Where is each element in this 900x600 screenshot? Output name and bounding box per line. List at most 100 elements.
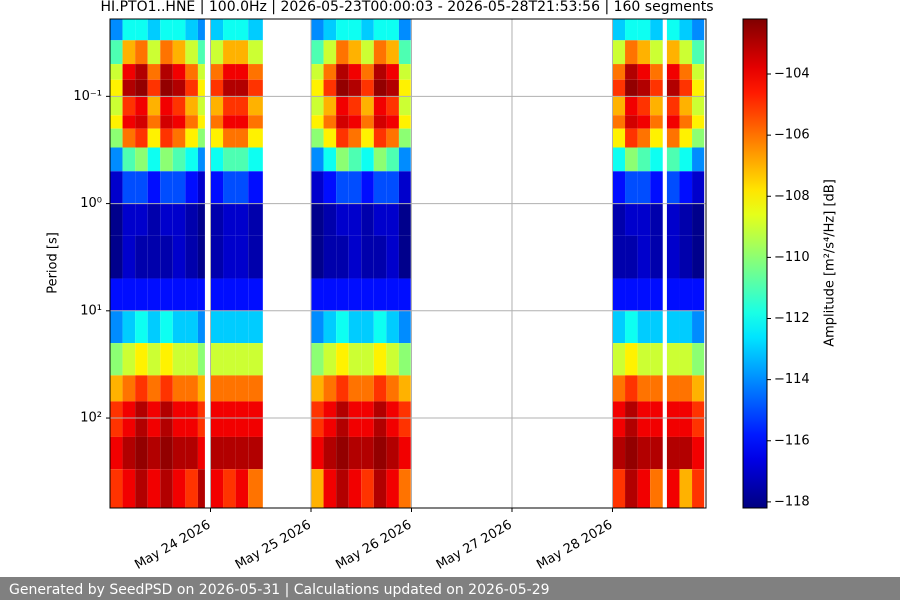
heatmap-cell [625,171,638,204]
heatmap-cell [361,79,374,97]
heatmap-cell [210,203,224,236]
heatmap-cell [110,203,123,236]
heatmap-cell [135,469,148,508]
heatmap-cell [692,469,705,508]
heatmap-cell [323,203,337,236]
heatmap-cell [110,436,123,470]
heatmap-cell [679,310,693,344]
heatmap-cell [147,40,161,65]
heatmap-cell [235,171,249,204]
heatmap-cell [348,147,362,172]
heatmap-cell [679,128,693,148]
heatmap-cell [122,469,136,508]
heatmap-cell [625,96,638,116]
heatmap-cell [612,64,626,80]
heatmap-cell [160,19,173,41]
heatmap-cell [348,436,362,470]
heatmap-cell [336,375,349,402]
heatmap-cell [348,79,362,97]
heatmap-cell [323,19,337,41]
heatmap-cell [398,310,411,344]
heatmap-cell [612,115,626,129]
heatmap-cell [323,79,337,97]
heatmap-cell [650,343,663,376]
heatmap-cell [336,96,349,116]
heatmap-cell [361,203,374,236]
heatmap-cell [248,115,263,129]
heatmap-cell [625,278,638,311]
heatmap-cell [210,310,224,344]
heatmap-cell [323,171,337,204]
y-tick-label: 10¹ [80,303,102,318]
heatmap-cell [248,436,263,470]
heatmap-cell [185,235,198,279]
heatmap-cell [625,343,638,376]
heatmap-cell [185,171,198,204]
heatmap-cell [185,128,198,148]
heatmap-cell [386,436,399,470]
heatmap-cell [160,171,173,204]
heatmap-cell [398,79,411,97]
heatmap-cell [223,64,236,80]
heatmap-cell [373,436,387,470]
heatmap-cell [172,115,186,129]
heatmap-cell [323,436,337,470]
heatmap-cell [679,79,693,97]
heatmap-cell [235,343,249,376]
heatmap-cell [122,235,136,279]
heatmap-cell [147,278,161,311]
heatmap-cell [110,235,123,279]
heatmap-cell [692,203,705,236]
heatmap-cell [692,147,705,172]
heatmap-cell [310,278,324,311]
heatmap-cell [110,343,123,376]
heatmap-cell [210,436,224,470]
heatmap-cell [679,147,693,172]
heatmap-cell [323,375,337,402]
heatmap-cell [147,310,161,344]
heatmap-cell [210,96,224,116]
heatmap-cell [147,343,161,376]
heatmap-cell [310,128,324,148]
heatmap-cell [348,469,362,508]
heatmap-cell [172,469,186,508]
heatmap-cell [361,115,374,129]
heatmap-cell [235,401,249,437]
heatmap-cell [336,436,349,470]
heatmap-cell [197,128,205,148]
heatmap-cell [373,235,387,279]
heatmap-cell [398,401,411,437]
heatmap-cell [336,343,349,376]
heatmap-cell [197,469,205,508]
heatmap-cell [386,40,399,65]
colorbar-label: Amplitude [m²/s⁴/Hz] [dB] [823,179,838,347]
heatmap-cell [122,64,136,80]
heatmap-cell [637,128,651,148]
heatmap-cell [612,147,626,172]
heatmap-cell [373,128,387,148]
x-tick-label: May 24 2026 [132,518,213,573]
heatmap-cell [625,128,638,148]
colorbar [742,18,768,509]
heatmap-cell [650,375,663,402]
heatmap-cell [666,436,680,470]
heatmap-cell [235,64,249,80]
heatmap-cell [692,310,705,344]
heatmap-cell [373,203,387,236]
heatmap-cell [373,469,387,508]
heatmap-cell [679,115,693,129]
heatmap-cell [650,19,663,41]
heatmap-cell [160,310,173,344]
footer-text: Generated by SeedPSD on 2026-05-31 | Cal… [9,582,550,598]
heatmap-cell [637,171,651,204]
heatmap-cell [185,401,198,437]
heatmap-cell [386,469,399,508]
heatmap-cell [310,310,324,344]
heatmap-cell [373,64,387,80]
heatmap-cell [386,310,399,344]
heatmap-cell [248,469,263,508]
heatmap-cell [398,278,411,311]
heatmap-cell [637,310,651,344]
heatmap-cell [147,79,161,97]
heatmap-cell [235,235,249,279]
